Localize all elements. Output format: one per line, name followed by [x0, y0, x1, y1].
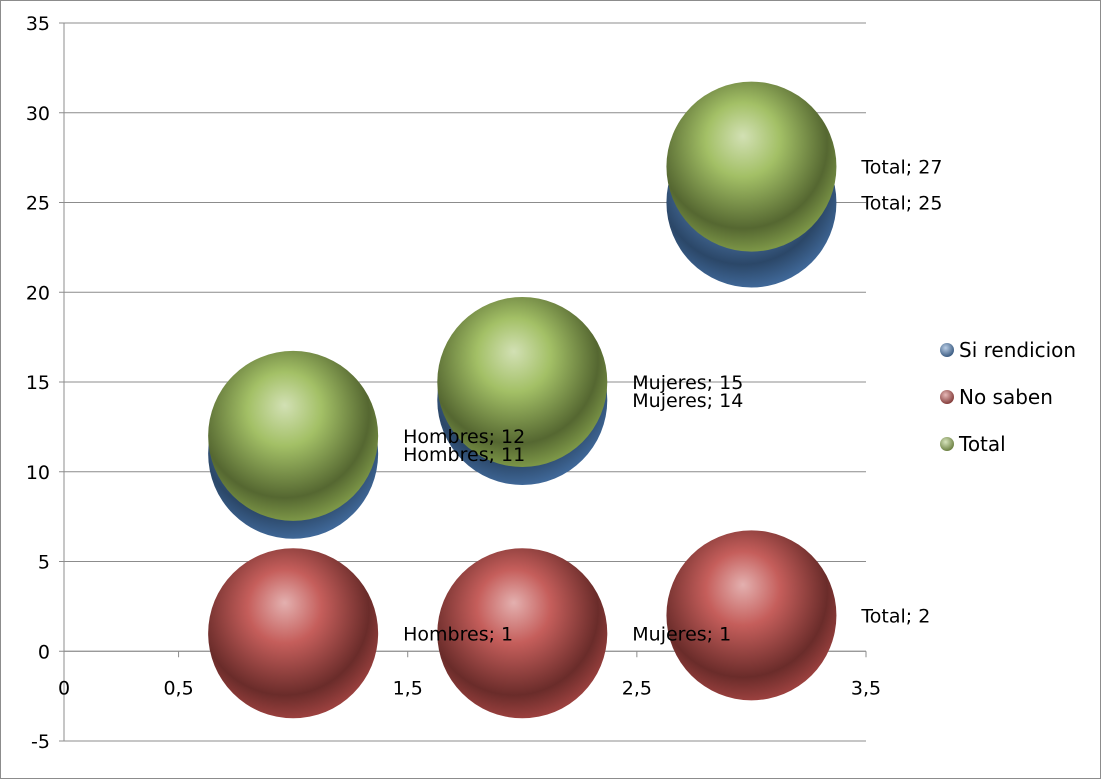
bubble-total	[208, 350, 379, 521]
legend: Si rendicion No saben Total	[940, 338, 1076, 456]
y-tick-label: 30	[26, 103, 50, 125]
y-tick-label: 10	[26, 462, 50, 484]
x-tick-label: 0,5	[163, 677, 193, 699]
legend-marker	[940, 437, 954, 451]
y-tick-label: -5	[31, 731, 50, 753]
data-label: Hombres; 12	[403, 426, 525, 448]
x-tick-label: 2,5	[622, 677, 652, 699]
legend-marker	[940, 390, 954, 404]
x-tick-label: 1,5	[393, 677, 423, 699]
y-tick-label: 35	[26, 13, 50, 35]
y-tick-label: 25	[26, 193, 50, 215]
y-tick-label: 5	[38, 552, 50, 574]
data-label: Hombres; 11	[403, 444, 525, 466]
data-label: Total; 25	[860, 193, 942, 215]
x-tick-label: 3,5	[851, 677, 881, 699]
bubbles	[208, 81, 837, 719]
legend-marker	[940, 343, 954, 357]
y-tick-label: 0	[38, 641, 50, 663]
legend-label: No saben	[959, 385, 1053, 409]
bubble-no-saben	[666, 530, 837, 701]
bubble-total	[666, 81, 837, 252]
y-tick-label: 20	[26, 282, 50, 304]
x-tick-label: 0	[58, 677, 70, 699]
legend-label: Total	[958, 432, 1006, 456]
data-label: Mujeres; 14	[632, 390, 743, 412]
data-label: Mujeres; 15	[632, 372, 743, 394]
data-label: Total; 2	[860, 605, 930, 627]
data-label: Total; 27	[860, 157, 942, 179]
bubble-total	[437, 297, 608, 467]
data-label: Hombres; 1	[403, 623, 513, 645]
bubble-no-saben	[208, 548, 379, 719]
y-tick-label: 15	[26, 372, 50, 394]
data-label: Mujeres; 1	[632, 623, 731, 645]
bubble-no-saben	[437, 548, 608, 719]
legend-label: Si rendicion	[959, 338, 1076, 362]
